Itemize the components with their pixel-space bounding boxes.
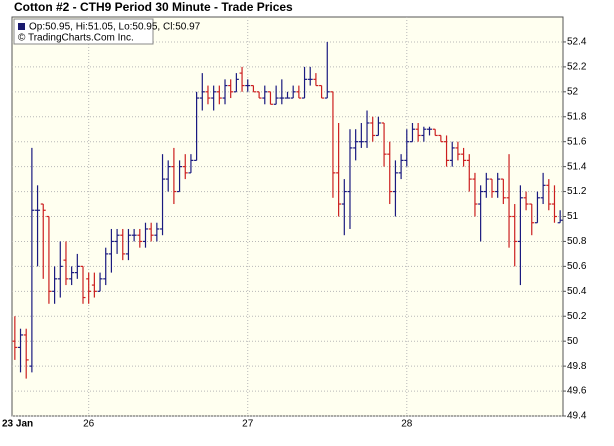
y-tick-label: 51.2	[567, 186, 587, 197]
x-tick-label: 26	[83, 419, 95, 430]
legend-box	[13, 18, 154, 45]
y-tick-label: 52.2	[567, 62, 587, 73]
legend-swatch	[18, 23, 25, 30]
y-tick-label: 49.8	[567, 361, 587, 372]
x-tick-label: 23 Jan	[2, 419, 33, 430]
y-tick-label: 49.4	[567, 411, 587, 422]
y-tick-label: 50.6	[567, 261, 587, 272]
y-tick-label: 50	[567, 336, 579, 347]
copyright: © TradingCharts.Com Inc.	[18, 33, 134, 44]
x-tick-label: 27	[242, 419, 254, 430]
legend-text: Op:50.95, Hi:51.05, Lo:50.95, Cl:50.97	[29, 22, 201, 33]
chart-title: Cotton #2 - CTH9 Period 30 Minute - Trad…	[14, 0, 293, 14]
y-tick-label: 52.4	[567, 37, 587, 48]
y-tick-label: 51.6	[567, 136, 587, 147]
y-tick-label: 51.8	[567, 111, 587, 122]
y-tick-label: 49.6	[567, 386, 587, 397]
y-tick-label: 51	[567, 211, 579, 222]
y-tick-label: 50.8	[567, 236, 587, 247]
y-tick-label: 52	[567, 86, 579, 97]
y-tick-label: 51.4	[567, 161, 587, 172]
y-tick-label: 50.4	[567, 286, 587, 297]
x-tick-label: 28	[401, 419, 413, 430]
y-tick-label: 50.2	[567, 311, 587, 322]
